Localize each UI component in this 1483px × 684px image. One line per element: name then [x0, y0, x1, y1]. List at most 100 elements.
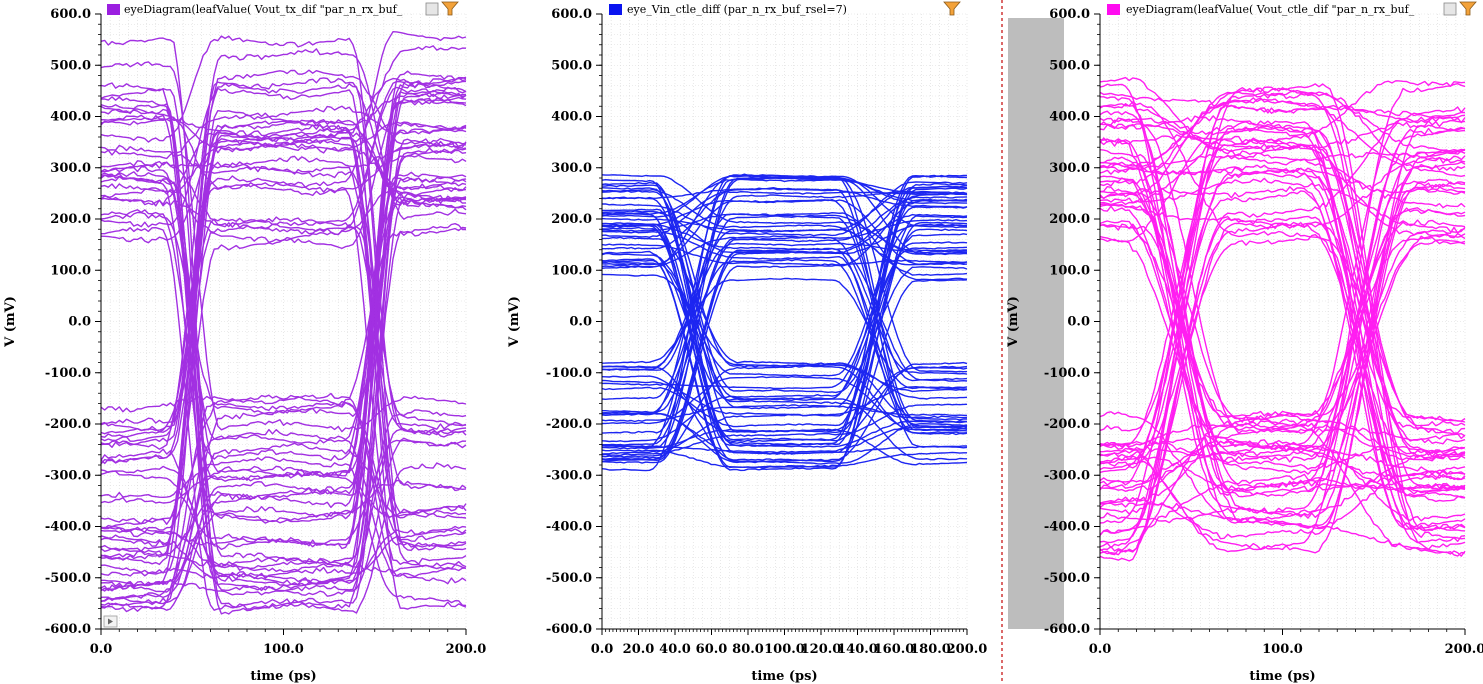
eye-trace [601, 375, 968, 432]
x-tick-label: 160.0 [874, 642, 915, 657]
y-tick-label: 400.0 [551, 110, 592, 125]
legend-label: eyeDiagram(leafValue( Vout_ctle_dif "par… [1126, 3, 1415, 16]
eye-trace [1099, 182, 1466, 540]
eye-trace [601, 181, 968, 417]
eye-trace [1099, 226, 1466, 491]
y-tick-label: 600.0 [1049, 7, 1090, 22]
legend-label: eye_Vin_ctle_diff (par_n_rx_buf_rsel=7) [627, 3, 847, 16]
eye-trace [1099, 203, 1466, 459]
eye-diagram-panel-tx: 600.0 500.0 400.0 300.0 200.0 100.0 0.0 -100.0 -… [3, 1, 487, 684]
eye-trace [100, 91, 467, 609]
eye-trace [602, 176, 967, 216]
eye-trace [1099, 91, 1466, 551]
filter-icon[interactable] [943, 1, 961, 16]
y-tick-label: 600.0 [551, 7, 592, 22]
eye-trace [100, 144, 467, 426]
y-tick-label: 300.0 [551, 161, 592, 176]
eye-trace [601, 196, 967, 421]
eye-trace [602, 411, 968, 465]
legend-swatch [107, 4, 120, 15]
eye-trace [101, 226, 467, 611]
eye-trace [601, 173, 968, 229]
y-tick-label: -400.0 [546, 520, 592, 535]
eye-trace [601, 182, 968, 428]
eye-trace [601, 178, 967, 448]
eye-trace [1099, 115, 1466, 528]
eye-trace [601, 365, 968, 462]
eye-trace [100, 48, 467, 448]
x-tick-label: 200.0 [446, 642, 487, 657]
eye-trace [100, 226, 467, 613]
filter-icon[interactable] [1459, 1, 1477, 16]
eye-trace [601, 185, 968, 371]
y-tick-label: 200.0 [1049, 212, 1090, 227]
eye-trace [601, 198, 968, 382]
eye-trace [601, 241, 968, 443]
eye-trace [1099, 440, 1466, 483]
y-tick-label: -400.0 [1044, 520, 1090, 535]
y-axis-label: V (mV) [3, 296, 18, 348]
eye-trace [601, 365, 968, 434]
y-tick-label: -600.0 [546, 622, 592, 637]
eye-trace [1099, 123, 1466, 461]
eye-trace [1099, 148, 1466, 551]
eye-trace [100, 138, 467, 564]
eye-trace [100, 96, 467, 584]
eye-trace [100, 192, 467, 593]
y-tick-label: 0.0 [569, 315, 592, 330]
eye-trace [100, 187, 467, 615]
eye-trace [1099, 110, 1466, 475]
legend-swatch [1107, 4, 1120, 15]
y-tick-label: 400.0 [1049, 110, 1090, 125]
eye-trace [601, 181, 968, 237]
eye-trace [1099, 444, 1466, 499]
eye-trace [601, 277, 968, 390]
eye-trace [1099, 76, 1466, 240]
scroll-box-icon[interactable] [425, 2, 439, 16]
eye-trace [601, 379, 968, 417]
y-tick-label: 300.0 [1049, 161, 1090, 176]
eye-trace [1099, 185, 1466, 445]
x-tick-label: 40.0 [659, 642, 691, 657]
y-tick-label: -200.0 [546, 417, 592, 432]
y-tick-label: -400.0 [45, 520, 91, 535]
y-tick-label: -300.0 [546, 468, 592, 483]
eye-trace [100, 138, 467, 610]
eye-trace [1099, 164, 1466, 524]
eye-trace [100, 143, 467, 173]
eye-trace [100, 35, 467, 435]
eye-trace [100, 175, 467, 518]
axis-gray-band [1008, 18, 1064, 629]
eye-trace [1099, 201, 1466, 516]
x-tick-label: 0.0 [591, 642, 614, 657]
eye-trace [100, 69, 467, 435]
eye-trace [100, 198, 467, 462]
eye-trace [100, 31, 467, 566]
eye-traces [100, 31, 467, 615]
eye-trace [100, 120, 467, 426]
y-tick-label: 200.0 [50, 212, 91, 227]
x-axis-label: time (ps) [1249, 669, 1315, 684]
y-tick-label: -500.0 [45, 571, 91, 586]
y-tick-label: 200.0 [551, 212, 592, 227]
eye-traces [601, 173, 968, 472]
eye-trace [100, 442, 467, 602]
eye-trace [601, 190, 968, 371]
eye-trace [100, 136, 467, 565]
eye-trace [100, 183, 467, 570]
eye-trace [1099, 205, 1466, 470]
eye-traces [1099, 76, 1466, 562]
legend-label: eyeDiagram(leafValue( Vout_tx_dif "par_n… [124, 3, 403, 16]
eye-trace [602, 187, 968, 449]
y-tick-label: -100.0 [45, 366, 91, 381]
y-tick-label: 0.0 [1067, 315, 1090, 330]
eye-trace [601, 224, 968, 463]
eye-trace [100, 70, 467, 611]
y-axis-label: V (mV) [1006, 296, 1021, 348]
filter-icon[interactable] [441, 1, 459, 16]
eye-trace [1099, 106, 1466, 556]
eye-trace [100, 45, 467, 465]
scroll-box-icon[interactable] [1443, 2, 1457, 16]
x-tick-label: 200.0 [1445, 642, 1483, 657]
eye-trace [100, 87, 467, 547]
